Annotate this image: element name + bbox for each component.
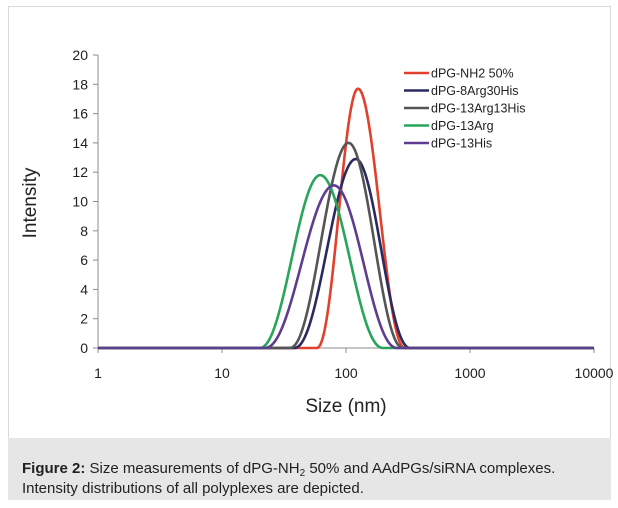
y-tick-label: 6 — [80, 252, 88, 268]
y-tick-label: 20 — [72, 47, 88, 63]
size-distribution-chart: 0 2 4 6 8 10 12 14 16 18 20 1 10 100 1000 10000 dPG-NH2… — [20, 47, 614, 417]
figure-frame — [8, 6, 611, 500]
x-tick-label: 10 — [214, 365, 230, 381]
y-tick-label: 2 — [80, 311, 88, 327]
chart-legend: dPG-NH2 50% dPG-8Arg30His dPG-13Arg13His dP… — [404, 67, 526, 151]
caption-subscript: 2 — [299, 468, 306, 479]
chart-axes: 0 2 4 6 8 10 12 14 16 18 20 1 10 100 1000 10000 — [72, 47, 613, 381]
y-tick-label: 0 — [80, 340, 88, 356]
x-tick-label: 100 — [334, 365, 358, 381]
caption-text-part1: Size measurements of dPG-NH — [85, 460, 300, 477]
x-axis-label: Size (nm) — [305, 396, 386, 417]
legend-label: dPG-NH2 50% — [431, 67, 514, 81]
y-axis-label: Intensity — [20, 167, 41, 238]
y-tick-label: 4 — [80, 281, 88, 297]
x-tick-label: 1 — [94, 365, 102, 381]
x-tick-label: 10000 — [575, 365, 614, 381]
x-tick-label: 1000 — [454, 365, 485, 381]
y-tick-label: 10 — [72, 194, 88, 210]
legend-label: dPG-13Arg — [431, 119, 494, 133]
y-tick-label: 14 — [72, 135, 88, 151]
y-tick-label: 12 — [72, 164, 88, 180]
series-line — [97, 184, 595, 350]
caption-text-part2: 50% and AAdPGs/siRNA complexes. Intensit… — [22, 460, 556, 497]
legend-label: dPG-13Arg13His — [431, 102, 526, 116]
y-tick-label: 18 — [72, 76, 88, 92]
series-line — [97, 87, 595, 350]
y-tick-label: 8 — [80, 223, 88, 239]
series-line — [97, 157, 595, 350]
series-lines — [97, 87, 595, 350]
figure-caption: Figure 2: Size measurements of dPG-NH2 5… — [8, 438, 611, 500]
legend-label: dPG-13His — [431, 137, 492, 151]
caption-figure-label: Figure 2: — [22, 460, 86, 477]
legend-label: dPG-8Arg30His — [431, 84, 519, 98]
y-tick-label: 16 — [72, 106, 88, 122]
